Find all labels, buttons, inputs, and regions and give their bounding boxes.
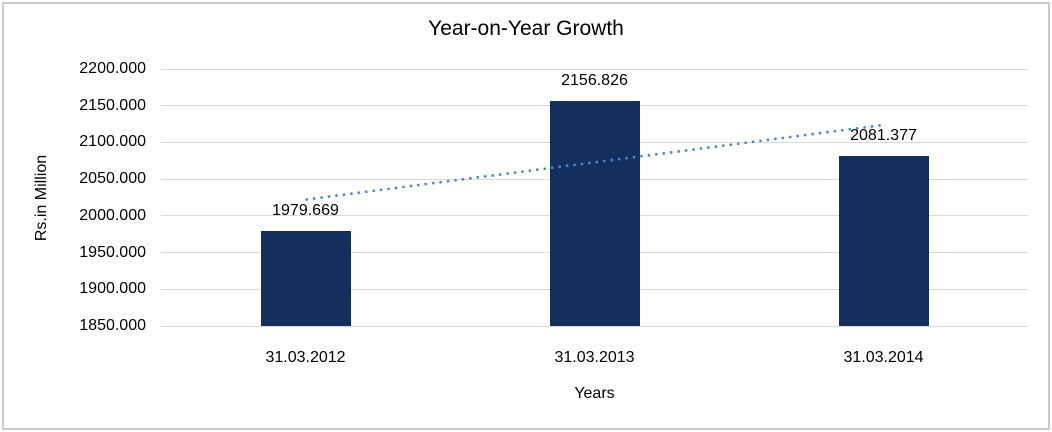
bar (260, 230, 351, 326)
x-tick-label: 31.03.2012 (265, 349, 346, 366)
y-tick-label: 2150.000 (79, 96, 146, 114)
y-tick-label: 2000.000 (79, 206, 146, 224)
y-axis-title: Rs.in Million (33, 154, 50, 242)
gridline (161, 325, 1028, 327)
y-tick-label: 1850.000 (79, 317, 146, 334)
y-tick-label: 1900.000 (79, 280, 146, 298)
bar-data-label: 2156.826 (561, 71, 628, 89)
bar (549, 100, 640, 326)
y-tick-label: 1950.000 (79, 243, 146, 261)
y-tick-label: 2200.000 (79, 60, 146, 77)
x-tick-label: 31.03.2014 (843, 349, 924, 366)
bar (838, 156, 929, 326)
y-tick-label: 2050.000 (79, 170, 146, 188)
y-tick-label: 2100.000 (79, 133, 146, 151)
x-tick-label: 31.03.2013 (554, 349, 635, 366)
bar-data-label: 2081.377 (850, 127, 917, 145)
bar-data-label: 1979.669 (272, 201, 339, 219)
x-axis-title: Years (574, 385, 615, 402)
gridline (161, 68, 1028, 70)
chart-title: Year-on-Year Growth (428, 17, 624, 40)
